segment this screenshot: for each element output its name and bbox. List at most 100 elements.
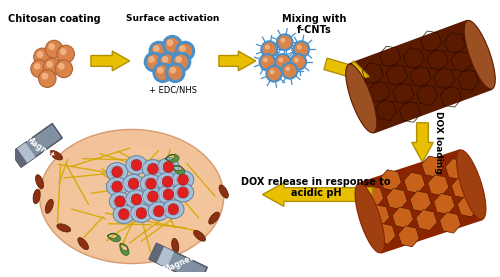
Ellipse shape — [126, 156, 147, 175]
Circle shape — [170, 67, 176, 74]
Circle shape — [168, 204, 178, 215]
Ellipse shape — [127, 178, 140, 190]
Ellipse shape — [157, 172, 178, 191]
Circle shape — [34, 48, 51, 66]
Ellipse shape — [172, 238, 179, 253]
Circle shape — [60, 48, 66, 55]
Circle shape — [38, 70, 56, 88]
Ellipse shape — [45, 199, 54, 213]
Circle shape — [179, 45, 186, 52]
Ellipse shape — [142, 160, 164, 178]
Ellipse shape — [78, 238, 88, 250]
Circle shape — [166, 64, 184, 81]
Polygon shape — [324, 58, 369, 81]
Ellipse shape — [123, 175, 144, 193]
Circle shape — [164, 36, 181, 54]
Circle shape — [150, 42, 168, 60]
Polygon shape — [416, 210, 437, 230]
Polygon shape — [172, 165, 185, 175]
Polygon shape — [410, 191, 431, 212]
Polygon shape — [149, 243, 208, 277]
Circle shape — [34, 63, 40, 70]
Polygon shape — [452, 177, 472, 198]
Circle shape — [112, 181, 122, 192]
Polygon shape — [386, 188, 407, 209]
Circle shape — [282, 63, 298, 79]
Ellipse shape — [346, 64, 377, 133]
Circle shape — [46, 61, 53, 68]
Circle shape — [172, 53, 190, 71]
Ellipse shape — [148, 202, 170, 220]
Ellipse shape — [50, 150, 62, 160]
Ellipse shape — [160, 176, 174, 188]
Polygon shape — [11, 124, 63, 167]
Circle shape — [286, 66, 290, 71]
Ellipse shape — [194, 230, 205, 241]
Circle shape — [112, 166, 122, 177]
Circle shape — [145, 53, 162, 71]
Ellipse shape — [355, 183, 384, 253]
Polygon shape — [412, 123, 433, 162]
Ellipse shape — [33, 189, 40, 204]
Circle shape — [163, 161, 174, 172]
Circle shape — [157, 67, 164, 74]
Ellipse shape — [464, 20, 496, 89]
Ellipse shape — [176, 187, 190, 198]
Ellipse shape — [146, 191, 160, 202]
Ellipse shape — [172, 170, 194, 189]
Polygon shape — [149, 243, 164, 263]
Polygon shape — [348, 20, 492, 134]
Polygon shape — [428, 175, 449, 196]
Polygon shape — [404, 172, 425, 193]
Circle shape — [148, 191, 158, 202]
Ellipse shape — [117, 208, 130, 220]
Circle shape — [162, 176, 173, 187]
Circle shape — [46, 40, 63, 58]
Circle shape — [294, 41, 309, 57]
Text: DOX loading: DOX loading — [434, 111, 443, 174]
Polygon shape — [11, 148, 27, 167]
Circle shape — [159, 53, 176, 71]
Polygon shape — [120, 244, 129, 255]
Circle shape — [114, 196, 126, 207]
Polygon shape — [458, 196, 478, 217]
Polygon shape — [91, 51, 130, 71]
Polygon shape — [374, 223, 396, 244]
Circle shape — [265, 45, 270, 50]
Circle shape — [55, 60, 72, 78]
Polygon shape — [17, 143, 36, 163]
Circle shape — [266, 66, 282, 81]
Polygon shape — [156, 247, 174, 268]
Ellipse shape — [57, 224, 70, 232]
Circle shape — [178, 175, 188, 185]
Polygon shape — [262, 183, 372, 206]
Polygon shape — [446, 159, 466, 179]
Ellipse shape — [126, 190, 147, 209]
Circle shape — [270, 69, 274, 74]
Polygon shape — [358, 149, 482, 254]
Ellipse shape — [40, 129, 224, 263]
Circle shape — [48, 43, 55, 50]
Ellipse shape — [172, 183, 194, 202]
Circle shape — [294, 57, 299, 62]
Circle shape — [57, 45, 74, 63]
Polygon shape — [166, 154, 179, 162]
Ellipse shape — [110, 181, 124, 193]
Circle shape — [154, 64, 172, 81]
Polygon shape — [368, 205, 390, 225]
Polygon shape — [108, 233, 120, 242]
Ellipse shape — [58, 147, 215, 262]
Circle shape — [148, 164, 158, 175]
Circle shape — [176, 56, 182, 63]
Circle shape — [176, 42, 194, 60]
Text: Magnet: Magnet — [24, 134, 56, 160]
Circle shape — [166, 39, 173, 46]
Ellipse shape — [158, 185, 179, 204]
Ellipse shape — [146, 163, 160, 175]
Circle shape — [31, 60, 48, 78]
Circle shape — [297, 45, 302, 50]
Circle shape — [163, 189, 174, 200]
Polygon shape — [434, 193, 455, 214]
Circle shape — [148, 56, 155, 63]
Circle shape — [278, 57, 283, 62]
